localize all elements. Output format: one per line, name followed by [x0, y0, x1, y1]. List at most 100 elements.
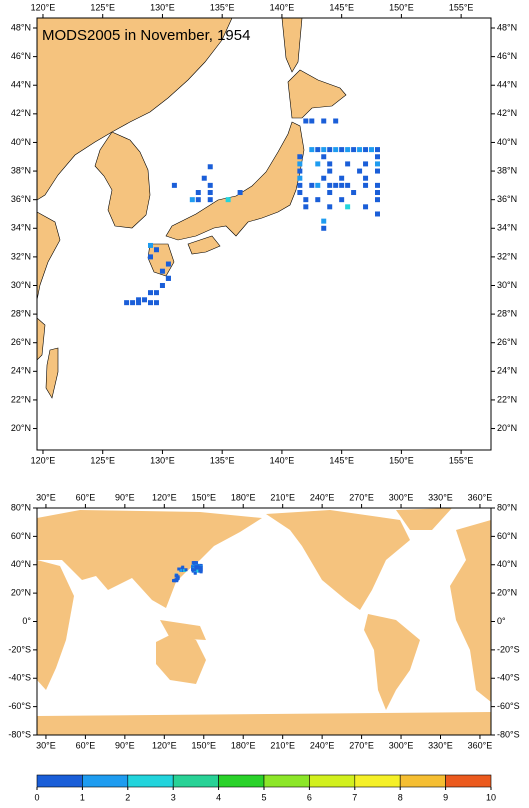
colorbar-label: 8	[398, 792, 403, 802]
observation-cell	[136, 300, 142, 306]
observation-cell	[303, 204, 309, 210]
x-tick-label: 90°E	[115, 492, 135, 502]
observation-cell	[171, 182, 177, 188]
observation-cell	[375, 211, 380, 217]
colorbar-label: 1	[80, 792, 85, 802]
x-tick-label: 140°E	[270, 2, 295, 12]
observation-cell	[321, 175, 327, 181]
global-map	[36, 507, 492, 736]
land	[287, 69, 347, 119]
colorbar-segment	[445, 774, 492, 788]
y-tick-label: 80°N	[11, 502, 31, 512]
y-tick-label: 26°N	[11, 337, 31, 347]
observation-cell	[199, 570, 203, 574]
observation-cell	[195, 561, 199, 565]
observation-cell	[345, 161, 351, 167]
colorbar-label: 5	[261, 792, 266, 802]
observation-cell	[339, 182, 345, 188]
land	[37, 510, 262, 608]
observation-cell	[333, 182, 339, 188]
observation-cell	[327, 204, 333, 210]
observation-cell	[351, 147, 357, 153]
observation-cell	[315, 161, 321, 167]
observation-cell	[375, 168, 380, 174]
x-tick-label: 140°E	[270, 455, 295, 465]
observation-cell	[297, 154, 303, 160]
y-tick-label: 22°N	[11, 394, 31, 404]
y-tick-label: 24°N	[11, 366, 31, 376]
y-tick-label: 20°N	[497, 588, 517, 598]
observation-cell	[309, 147, 315, 153]
colorbar-label: 7	[352, 792, 357, 802]
x-tick-label: 300°E	[389, 492, 414, 502]
colorbar-label: 3	[171, 792, 176, 802]
observation-cell	[207, 182, 213, 188]
observation-cell	[375, 197, 380, 203]
observation-cell	[321, 218, 327, 224]
y-tick-label: 22°N	[497, 394, 517, 404]
observation-cell	[181, 568, 185, 572]
observation-cell	[315, 182, 321, 188]
observation-cell	[321, 154, 327, 160]
x-tick-label: 150°E	[191, 740, 216, 750]
colorbar-segment	[36, 774, 83, 788]
observation-cell	[327, 190, 333, 196]
observation-cell	[159, 268, 165, 274]
observation-cell	[153, 247, 159, 253]
observation-cell	[153, 300, 159, 306]
y-tick-label: 46°N	[11, 51, 31, 61]
x-tick-label: 60°E	[76, 492, 96, 502]
y-tick-label: 80°N	[497, 502, 517, 512]
x-tick-label: 210°E	[270, 492, 295, 502]
observation-cell	[225, 197, 231, 203]
y-tick-label: 48°N	[497, 22, 517, 32]
x-tick-label: 360°E	[468, 492, 493, 502]
map-title: MODS2005 in November, 1954	[42, 27, 250, 44]
y-tick-label: 38°N	[497, 165, 517, 175]
y-tick-label: 26°N	[497, 337, 517, 347]
observation-cell	[363, 175, 369, 181]
y-tick-label: -60°S	[8, 701, 31, 711]
observation-cell	[207, 190, 213, 196]
x-tick-label: 125°E	[90, 455, 115, 465]
observation-cell	[148, 254, 153, 260]
observation-cell	[153, 290, 159, 296]
x-tick-label: 145°E	[329, 2, 354, 12]
y-tick-label: 28°N	[11, 308, 31, 318]
x-tick-label: 150°E	[389, 2, 414, 12]
y-tick-label: 40°N	[497, 559, 517, 569]
land	[37, 712, 491, 735]
observation-cell	[130, 300, 136, 306]
observation-cell	[297, 182, 303, 188]
observation-cell	[237, 190, 243, 196]
y-tick-label: 60°N	[497, 531, 517, 541]
observation-cell	[297, 190, 303, 196]
observation-cell	[357, 168, 363, 174]
observation-cell	[375, 154, 380, 160]
observation-cell	[297, 175, 303, 181]
y-tick-label: -40°S	[8, 673, 31, 683]
y-tick-label: 60°N	[11, 531, 31, 541]
land	[281, 17, 303, 73]
x-tick-label: 300°E	[389, 740, 414, 750]
observation-cell	[297, 168, 303, 174]
observation-cell	[333, 147, 339, 153]
y-tick-label: -20°S	[8, 644, 31, 654]
land	[94, 131, 151, 229]
y-tick-label: -80°S	[8, 729, 31, 739]
colorbar-label: 4	[216, 792, 221, 802]
observation-cell	[333, 118, 339, 124]
observation-cell	[339, 197, 345, 203]
colorbar-segment	[399, 774, 446, 788]
x-tick-label: 240°E	[310, 740, 335, 750]
land	[450, 520, 491, 702]
observation-cell	[148, 300, 153, 306]
y-tick-label: -20°S	[497, 644, 520, 654]
colorbar-label: 2	[125, 792, 130, 802]
x-tick-label: 125°E	[90, 2, 115, 12]
y-tick-label: 44°N	[11, 80, 31, 90]
y-tick-label: 38°N	[11, 165, 31, 175]
colorbar-label: 6	[307, 792, 312, 802]
x-tick-label: 120°E	[31, 2, 56, 12]
y-tick-label: 20°N	[497, 423, 517, 433]
